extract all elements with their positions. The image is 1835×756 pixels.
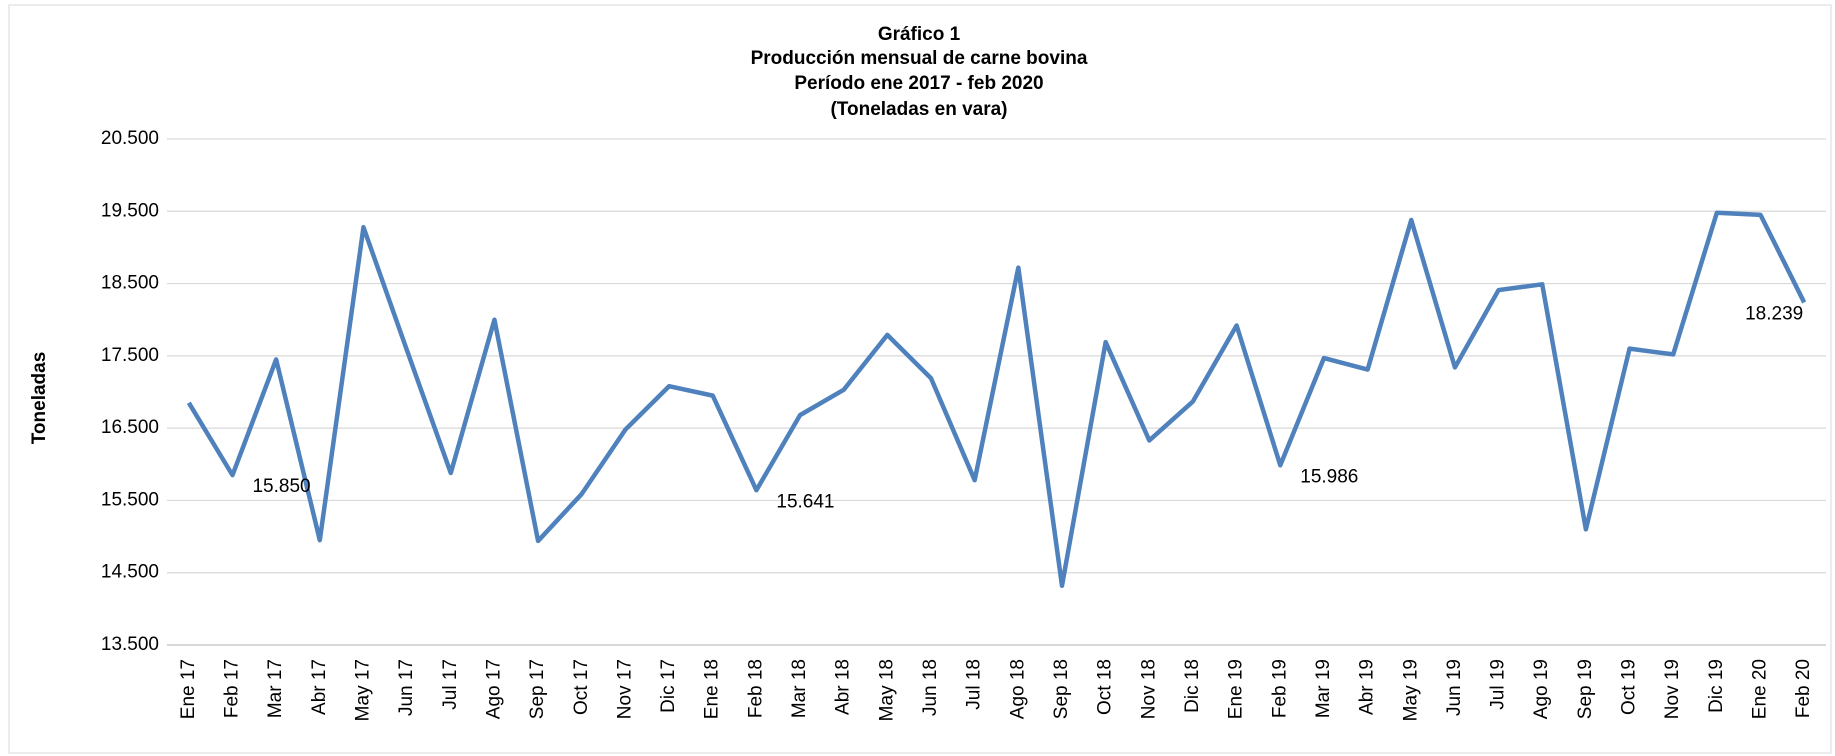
x-tick-label: Nov 19	[1662, 659, 1683, 719]
x-tick-label: May 19	[1400, 659, 1421, 721]
line-series	[186, 210, 1807, 588]
x-tick-label: Nov 18	[1138, 659, 1159, 719]
data-label: 15.986	[1300, 466, 1358, 487]
x-tick-label: Oct 17	[571, 659, 592, 715]
x-tick-label: Jun 19	[1444, 659, 1465, 716]
x-tick-label: Feb 20	[1793, 659, 1814, 718]
data-label: 15.850	[252, 476, 310, 497]
data-label: 15.641	[776, 491, 834, 512]
data-label: 18.239	[1745, 303, 1803, 324]
x-tick-label: Feb 18	[745, 659, 766, 718]
chart-title: Período ene 2017 - feb 2020	[794, 73, 1043, 94]
x-tick-label: Jun 17	[396, 659, 417, 716]
x-tick-label: Ene 17	[178, 659, 199, 719]
x-tick-label: Ago 19	[1531, 659, 1552, 719]
x-tick-label: Ene 18	[702, 659, 723, 719]
x-tick-label: May 17	[352, 659, 373, 721]
chart-title: Producción mensual de carne bovina	[751, 48, 1088, 69]
x-tick-label: Jul 18	[964, 659, 985, 710]
x-tick-label: Jul 19	[1488, 659, 1509, 710]
chart-title: Gráfico 1	[878, 24, 961, 45]
x-tick-label: Dic 19	[1706, 659, 1727, 713]
x-tick-label: Feb 19	[1269, 659, 1290, 718]
y-tick-label: 20.500	[101, 128, 159, 149]
x-tick-label: Jul 17	[440, 659, 461, 710]
x-tick-label: Sep 17	[527, 659, 548, 719]
x-tick-label: May 18	[876, 659, 897, 721]
x-tick-label: Oct 19	[1619, 659, 1640, 715]
y-tick-label: 14.500	[101, 562, 159, 583]
y-tick-label: 18.500	[101, 273, 159, 294]
chart-title: (Toneladas en vara)	[830, 99, 1007, 120]
x-tick-label: Dic 17	[658, 659, 679, 713]
x-tick-label: Jun 18	[920, 659, 941, 716]
x-tick-label: Feb 17	[222, 659, 243, 718]
x-tick-label: Mar 17	[265, 659, 286, 718]
x-tick-label: Abr 17	[309, 659, 330, 715]
x-tick-label: Nov 17	[614, 659, 635, 719]
y-tick-label: 19.500	[101, 200, 159, 221]
y-tick-label: 15.500	[101, 489, 159, 510]
x-tick-label: Oct 18	[1095, 659, 1116, 715]
x-tick-label: Sep 18	[1051, 659, 1072, 719]
y-tick-label: 13.500	[101, 634, 159, 655]
x-tick-label: Abr 18	[833, 659, 854, 715]
x-tick-label: Mar 19	[1313, 659, 1334, 718]
x-tick-label: Sep 19	[1575, 659, 1596, 719]
x-tick-label: Mar 18	[789, 659, 810, 718]
x-tick-label: Dic 18	[1182, 659, 1203, 713]
x-tick-label: Ago 18	[1007, 659, 1028, 719]
x-tick-label: Ago 17	[483, 659, 504, 719]
x-tick-label: Ene 19	[1226, 659, 1247, 719]
chart-frame	[8, 4, 1832, 754]
y-tick-label: 16.500	[101, 417, 159, 438]
x-tick-label: Abr 19	[1357, 659, 1378, 715]
x-tick-label: Ene 20	[1750, 659, 1771, 719]
y-tick-label: 17.500	[101, 345, 159, 366]
y-axis-title: Toneladas	[29, 352, 50, 445]
